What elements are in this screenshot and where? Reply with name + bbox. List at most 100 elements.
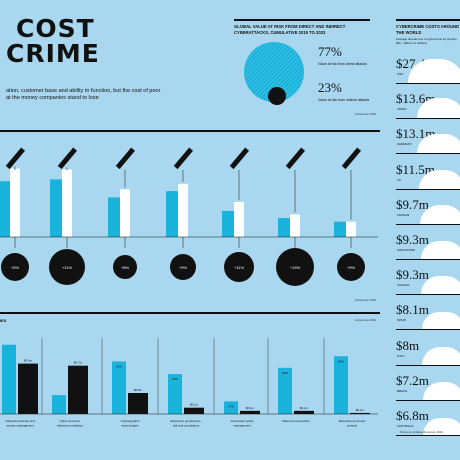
cost-value: $9.3m: [396, 232, 429, 247]
top-bar-cyan: [0, 181, 10, 237]
bottom-section-label: IES: [0, 318, 7, 323]
top-tag: [285, 147, 306, 170]
top-chart-rule: [0, 130, 380, 132]
bottom-bar-cyan: [334, 356, 348, 414]
cost-country: AUSTRALIA: [397, 424, 414, 428]
bottom-value-black: $0.9m: [24, 359, 33, 363]
bottom-value-cyan: 34%: [338, 359, 344, 363]
cost-divider: [396, 294, 460, 296]
top-bar-cyan: [334, 221, 346, 237]
cost-dome: [408, 59, 460, 83]
bottom-group-label: Cyber and user: [60, 419, 81, 423]
bottom-value-black: $0.7m: [74, 361, 83, 365]
bottom-value-cyan: 18%: [172, 377, 178, 381]
cost-divider: [396, 188, 460, 190]
top-circle-label: +11%: [62, 265, 72, 270]
intro-text: ation, customer base and ability to func…: [6, 88, 206, 102]
sidebar-source: Ponemon Institute/Accenture 2019: [400, 430, 443, 434]
pct-direct: 77%: [318, 44, 342, 59]
cost-divider: [396, 118, 460, 120]
bottom-group-label: access management: [6, 424, 34, 428]
top-tag: [5, 147, 26, 170]
cost-dome: [420, 240, 460, 259]
cost-country: FRANCE: [397, 212, 410, 217]
cost-country: USA: [397, 72, 404, 76]
top-bar-cyan: [50, 179, 62, 237]
cost-value: $8m: [396, 337, 420, 353]
cost-dome: [423, 417, 460, 435]
top-bar-white: [120, 189, 130, 237]
bottom-bar-black: [350, 412, 370, 414]
top-circle-label: +15%: [290, 265, 301, 270]
top-tag: [173, 147, 194, 170]
cost-divider: [396, 399, 460, 401]
bottom-chart-rule: [0, 312, 380, 314]
cost-row: $7.2m BRAZIL: [396, 365, 460, 401]
cost-divider: [396, 153, 460, 155]
bottom-bar-black: [128, 393, 148, 414]
global-title: GLOBAL VALUE AT RISK FROM DIRECT AND IND…: [234, 24, 346, 35]
bottom-group-label: Cryptographic: [121, 419, 140, 423]
cost-value: $9.3m: [396, 267, 429, 283]
bottom-group-label: Extensive perimeter: [339, 419, 366, 423]
cost-dome: [420, 205, 460, 224]
bottom-value-cyan: 31%: [282, 371, 288, 375]
bottom-value-black: $0.1m: [300, 406, 309, 410]
top-circle-label: +9%: [179, 265, 188, 270]
cost-row: $13.1m GERMANY: [396, 118, 460, 155]
top-circle-label: +8%: [121, 265, 130, 270]
cost-dome: [418, 169, 460, 189]
bottom-group-label: technologies: [122, 424, 139, 428]
global-circles: [244, 42, 304, 105]
cost-divider: [396, 435, 460, 436]
cost-row: $8.1m SPAIN: [396, 294, 460, 331]
title-line2: CRIME: [6, 39, 100, 68]
bottom-bar-black: [68, 365, 88, 414]
cost-row: $11.5m UK: [396, 154, 460, 190]
cost-dome: [422, 382, 460, 400]
pct-indirect-label: Value at risk from indirect attacks: [318, 98, 370, 102]
bottom-group-label: Automated policy: [230, 419, 254, 423]
pct-direct-label: Value at risk from direct attacks: [318, 62, 367, 66]
bottom-group-label: management: [233, 424, 251, 428]
cost-row: $27.4m USA: [396, 48, 460, 84]
global-rule: [234, 19, 370, 21]
top-bar-cyan: [222, 210, 234, 237]
sidebar-subtitle: Average annual cost of cybercrime by cou…: [396, 37, 457, 45]
top-bar-white: [346, 221, 356, 237]
bottom-group-label: controls: [347, 424, 358, 428]
cost-row: $9.7m FRANCE: [396, 189, 460, 225]
cost-row: $9.3m SINGAPORE: [396, 224, 460, 260]
bottom-bar-black: [18, 363, 38, 414]
top-bar-cyan: [278, 218, 290, 237]
bottom-value-cyan: 17%: [228, 404, 234, 408]
cost-row: $13.6m JAPAN: [396, 83, 460, 120]
bottom-value-black: $0.9m: [134, 388, 143, 392]
top-circle-label: +11%: [234, 265, 244, 270]
top-tag: [115, 147, 136, 170]
top-tag: [229, 147, 250, 170]
top-tag: [57, 147, 78, 170]
cost-dome: [421, 311, 460, 330]
cost-dome: [417, 133, 460, 154]
cost-value: $6.8m: [396, 408, 429, 423]
bottom-bar-cyan: [168, 374, 182, 414]
cost-country: CANADA: [397, 283, 410, 288]
bottom-bar-cyan: [112, 361, 126, 414]
cost-divider: [396, 329, 460, 331]
bottom-bar-black: [240, 410, 260, 414]
cost-divider: [396, 223, 460, 225]
cost-value: $7.2m: [396, 372, 429, 388]
direct-attacks-circle: [244, 42, 304, 102]
cost-row: $6.8m AUSTRALIA: [396, 400, 460, 436]
cost-country: JAPAN: [397, 107, 407, 112]
bottom-bar-cyan: [278, 367, 292, 414]
cost-row: $9.3m CANADA: [396, 259, 460, 296]
top-bar-white: [62, 169, 72, 237]
indirect-attacks-circle: [268, 87, 286, 105]
top-bar-white: [290, 214, 300, 237]
top-chart-source: Accenture 2019: [355, 298, 377, 302]
cost-country: BRAZIL: [397, 388, 408, 393]
top-chart: +5% +11% +8% +9% +11% +15% +9%: [0, 147, 378, 286]
top-circle: [49, 249, 85, 285]
